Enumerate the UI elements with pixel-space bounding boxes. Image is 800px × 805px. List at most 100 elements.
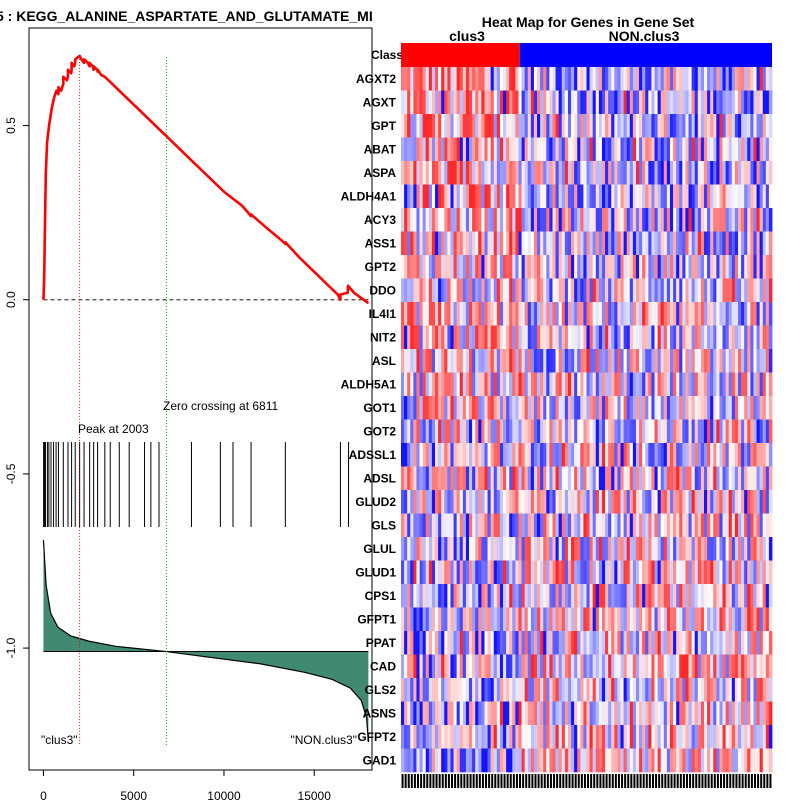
heatmap-cell xyxy=(583,372,587,397)
heatmap-cell xyxy=(407,513,411,538)
heatmap-cell xyxy=(462,137,467,162)
heatmap-cell xyxy=(555,419,560,444)
heatmap-cell xyxy=(734,137,739,162)
sample-column-label xyxy=(611,774,614,788)
heatmap-cell xyxy=(527,466,532,491)
sample-column-label xyxy=(596,774,599,788)
heatmap-cell xyxy=(493,349,498,373)
heatmap-cell xyxy=(700,90,705,115)
heatmap-cell xyxy=(694,114,699,138)
heatmap-cell xyxy=(459,396,464,420)
heatmap-cell xyxy=(654,349,659,373)
heatmap-cell xyxy=(419,137,424,162)
gene-label: GOT1 xyxy=(363,401,396,415)
heatmap-cell xyxy=(654,396,659,420)
heatmap-cell xyxy=(750,137,754,162)
heatmap-cell xyxy=(660,513,665,538)
heatmap-cell xyxy=(756,372,761,397)
sample-column-label xyxy=(574,774,577,788)
heatmap-cell xyxy=(586,137,590,162)
heatmap-cell xyxy=(676,537,680,561)
heatmap-cell xyxy=(592,701,597,726)
heatmap-cell xyxy=(762,231,767,256)
heatmap-cell xyxy=(447,443,451,467)
gene-label: ASPA xyxy=(364,166,397,180)
heatmap-cell xyxy=(456,278,461,303)
heatmap-cell xyxy=(682,490,686,514)
heatmap-cell xyxy=(469,490,473,514)
heatmap-cell xyxy=(549,584,553,608)
heatmap-cell xyxy=(543,208,547,232)
heatmap-cell xyxy=(567,231,572,256)
heatmap-cell xyxy=(499,90,504,115)
heatmap-cell xyxy=(617,255,621,279)
heatmap-cell xyxy=(444,701,448,726)
heatmap-cell xyxy=(425,396,430,420)
heatmap-cell xyxy=(642,513,646,538)
heatmap-cell xyxy=(663,654,668,679)
heatmap-cell xyxy=(515,349,519,373)
heatmap-cell xyxy=(456,184,461,209)
heatmap-cell xyxy=(632,654,637,679)
heatmap-cell xyxy=(465,161,470,185)
heatmap-cell xyxy=(632,419,637,444)
heatmap-cell xyxy=(435,748,439,773)
heatmap-cell xyxy=(685,349,689,373)
heatmap-cell xyxy=(459,90,464,115)
heatmap-cell xyxy=(465,372,470,397)
heatmap-cell xyxy=(611,560,615,585)
heatmap-cell xyxy=(540,372,544,397)
heatmap-cell xyxy=(506,701,510,726)
heatmap-cell xyxy=(561,678,566,702)
heatmap-cell xyxy=(453,302,458,326)
heatmap-cell xyxy=(645,349,649,373)
heatmap-cell xyxy=(719,396,723,420)
heatmap-cell xyxy=(608,90,612,115)
heatmap-cell xyxy=(564,161,569,185)
heatmap-cell xyxy=(669,255,674,279)
heatmap-cell xyxy=(744,325,748,350)
heatmap-cell xyxy=(710,396,714,420)
heatmap-cell xyxy=(629,631,634,655)
heatmap-cell xyxy=(753,184,757,209)
heatmap-cell xyxy=(598,349,603,373)
heatmap-cell xyxy=(614,584,618,608)
heatmap-row xyxy=(401,560,773,585)
heatmap-cell xyxy=(660,607,665,632)
heatmap-cell xyxy=(685,67,689,91)
heatmap-cell xyxy=(503,607,507,632)
heatmap-cell xyxy=(589,631,594,655)
heatmap-cell xyxy=(747,67,751,91)
heatmap-cell xyxy=(716,67,720,91)
heatmap-cell xyxy=(623,302,628,326)
heatmap-cell xyxy=(567,349,572,373)
heatmap-cell xyxy=(407,255,411,279)
heatmap-cell xyxy=(685,137,689,162)
heatmap-cell xyxy=(722,396,727,420)
sample-column-label xyxy=(549,774,552,788)
heatmap-cell xyxy=(744,231,748,256)
heatmap-cell xyxy=(722,137,727,162)
heatmap-cell xyxy=(639,631,643,655)
heatmap-cell xyxy=(469,560,473,585)
heatmap-cell xyxy=(688,560,693,585)
heatmap-cell xyxy=(666,278,671,303)
heatmap-cell xyxy=(737,137,742,162)
sample-column-label xyxy=(639,774,642,788)
heatmap-cell xyxy=(555,631,560,655)
heatmap-cell xyxy=(694,161,699,185)
heatmap-cell xyxy=(564,372,569,397)
heatmap-cell xyxy=(642,678,646,702)
heatmap-cell xyxy=(741,560,745,585)
heatmap-cell xyxy=(611,302,615,326)
heatmap-cell xyxy=(574,302,578,326)
heatmap-cell xyxy=(530,396,535,420)
heatmap-cell xyxy=(632,396,637,420)
heatmap-cell xyxy=(611,396,615,420)
heatmap-cell xyxy=(614,607,618,632)
heatmap-cell xyxy=(673,231,677,256)
heatmap-cell xyxy=(707,654,711,679)
heatmap-cell xyxy=(589,161,594,185)
heatmap-cell xyxy=(493,513,498,538)
heatmap-cell xyxy=(728,349,733,373)
